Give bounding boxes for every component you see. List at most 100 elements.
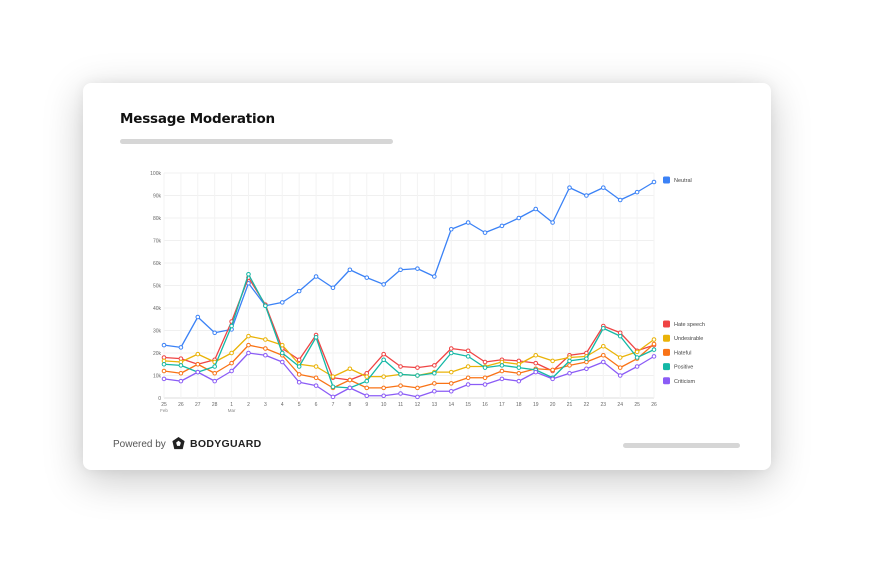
data-point [448, 381, 454, 386]
x-tick-label: 27 [195, 402, 201, 408]
data-point [482, 359, 488, 365]
data-point [584, 356, 589, 361]
data-point [161, 368, 167, 374]
legend-swatch [663, 334, 670, 342]
data-point [313, 274, 319, 279]
data-point [617, 355, 623, 360]
data-point [347, 377, 353, 383]
data-point [617, 365, 623, 370]
data-point [398, 372, 403, 377]
legend-swatch [663, 348, 670, 356]
data-point [229, 350, 234, 356]
data-point [550, 358, 555, 364]
bodyguard-logo-icon [172, 436, 185, 450]
data-point [651, 347, 657, 352]
data-point [516, 215, 522, 221]
data-point [516, 365, 522, 370]
data-point [330, 374, 336, 379]
series-line-neutral [163, 181, 655, 349]
x-tick-label: 22 [584, 402, 590, 408]
brand-name: BODYGUARD [190, 437, 262, 450]
x-tick-label: 13 [432, 402, 438, 408]
x-tick-label: 3 [264, 402, 267, 408]
y-tick-label: 90k [153, 194, 162, 200]
data-point [296, 379, 302, 385]
legend-swatch [663, 363, 670, 371]
data-point [651, 337, 657, 342]
data-point [212, 330, 217, 336]
legend-swatch [663, 176, 670, 184]
data-point [296, 364, 302, 369]
x-tick-label: 5 [298, 402, 301, 408]
x-tick-label: 21 [567, 402, 573, 408]
data-point [601, 352, 606, 358]
data-point [432, 274, 437, 279]
data-point [364, 378, 370, 384]
y-tick-label: 30k [153, 329, 162, 335]
data-point [178, 363, 184, 368]
data-point [601, 359, 606, 365]
data-point [212, 370, 217, 376]
x-tick-label: 25 [634, 402, 640, 408]
data-point [432, 363, 437, 368]
data-point [347, 385, 353, 391]
data-point [584, 366, 589, 372]
data-point [482, 375, 488, 381]
data-point [499, 368, 505, 374]
data-point [330, 394, 336, 400]
data-point [651, 179, 657, 185]
legend-label: Criticism [674, 379, 695, 385]
data-point [533, 206, 539, 212]
data-point [482, 365, 488, 370]
data-point [381, 357, 386, 363]
data-point [550, 220, 555, 225]
series-line-criticism [163, 352, 655, 398]
data-point [313, 364, 319, 369]
data-point [263, 303, 268, 309]
data-point [212, 378, 217, 384]
legend-label: Hateful [674, 350, 691, 356]
data-point [634, 364, 640, 369]
data-point [161, 342, 167, 348]
data-point [279, 300, 285, 305]
legend-label: Hate speech [674, 322, 705, 328]
data-point [465, 375, 471, 381]
data-point [567, 363, 572, 368]
data-point [161, 376, 167, 382]
data-point [229, 360, 234, 366]
data-point [448, 226, 454, 232]
data-point [263, 346, 268, 351]
data-point [229, 368, 234, 374]
data-point [651, 341, 657, 347]
data-point [246, 271, 251, 277]
data-point [313, 383, 319, 388]
x-tick-label: 26 [178, 402, 184, 408]
data-point [161, 361, 167, 367]
series-line-positive [163, 273, 655, 389]
data-point [415, 385, 420, 391]
data-point [364, 385, 370, 391]
data-point [330, 285, 336, 291]
x-tick-label: 16 [482, 402, 488, 408]
data-point [651, 354, 657, 359]
data-point [499, 363, 505, 368]
series-line-hateful [163, 343, 655, 389]
data-point [313, 375, 319, 381]
data-point [398, 364, 403, 369]
data-point [347, 366, 353, 372]
y-tick-label: 40k [153, 306, 162, 312]
data-point [195, 314, 201, 320]
data-point [195, 361, 201, 367]
placeholder-bar [120, 139, 393, 144]
x-month-label: Mar [228, 408, 236, 413]
data-point [415, 365, 420, 370]
data-point [465, 382, 471, 387]
data-point [263, 352, 268, 358]
placeholder-bar-footer [623, 443, 740, 448]
data-point [550, 376, 555, 382]
data-point [516, 370, 522, 376]
data-point [448, 369, 454, 375]
legend-swatch [663, 320, 670, 328]
y-tick-label: 50k [153, 284, 162, 290]
bodyguard-logo[interactable]: BODYGUARD [171, 436, 262, 451]
